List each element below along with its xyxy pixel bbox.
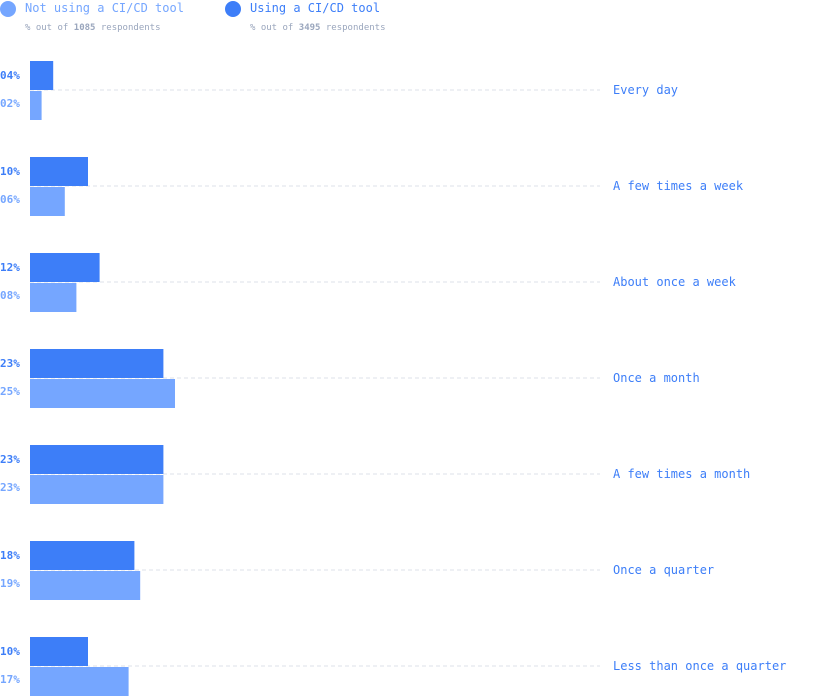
legend-sub-suffix: respondents [320,23,386,33]
value-label-not-using: 25% [0,385,20,398]
value-label-not-using: 08% [0,289,20,302]
legend-label-not-using: Not using a CI/CD tool [25,1,184,15]
category-label: Once a quarter [613,563,714,577]
bar-using [30,61,54,90]
bar-not-using [30,283,77,312]
category-label: Less than once a quarter [613,659,786,673]
value-label-not-using: 17% [0,673,20,686]
bar-not-using [30,91,42,120]
legend-subtitle-using: % out of 3495 respondents [250,23,386,33]
bar-not-using [30,571,141,600]
legend-swatch-not-using [0,1,16,17]
value-label-not-using: 06% [0,193,20,206]
bar-using [30,349,164,378]
bar-not-using [30,667,129,696]
value-label-using: 10% [0,165,20,178]
legend-sub-prefix: % out of [250,23,299,33]
value-label-not-using: 02% [0,97,20,110]
bar-not-using [30,187,65,216]
value-label-using: 18% [0,549,20,562]
legend-swatch-using [225,1,241,17]
value-label-using: 23% [0,453,20,466]
category-label: A few times a month [613,467,750,481]
bar-not-using [30,475,164,504]
bar-using [30,541,135,570]
category-label: About once a week [613,275,737,289]
respondent-count-using: 3495 [298,23,321,33]
value-label-not-using: 23% [0,481,20,494]
legend-label-using: Using a CI/CD tool [250,1,381,15]
legend-sub-suffix: respondents [95,23,161,33]
legend-subtitle-not-using: % out of 1085 respondents [25,23,161,33]
respondent-count-not-using: 1085 [73,23,96,33]
value-label-using: 12% [0,261,20,274]
bar-using [30,637,88,666]
value-label-using: 10% [0,645,20,658]
legend-sub-prefix: % out of [25,23,74,33]
chart-legend: Not using a CI/CD tool % out of 1085 res… [0,0,822,40]
value-label-not-using: 19% [0,577,20,590]
value-label-using: 04% [0,69,20,82]
bar-using [30,445,164,474]
bar-using [30,157,88,186]
category-label: Once a month [613,371,700,385]
bar-using [30,253,100,282]
value-label-using: 23% [0,357,20,370]
bar-not-using [30,379,175,408]
category-label: Every day [613,83,678,97]
category-label: A few times a week [613,179,744,193]
